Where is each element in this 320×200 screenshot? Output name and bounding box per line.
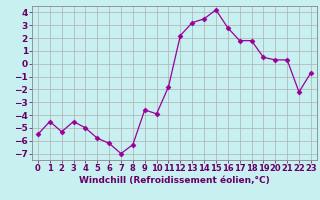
X-axis label: Windchill (Refroidissement éolien,°C): Windchill (Refroidissement éolien,°C) (79, 176, 270, 185)
